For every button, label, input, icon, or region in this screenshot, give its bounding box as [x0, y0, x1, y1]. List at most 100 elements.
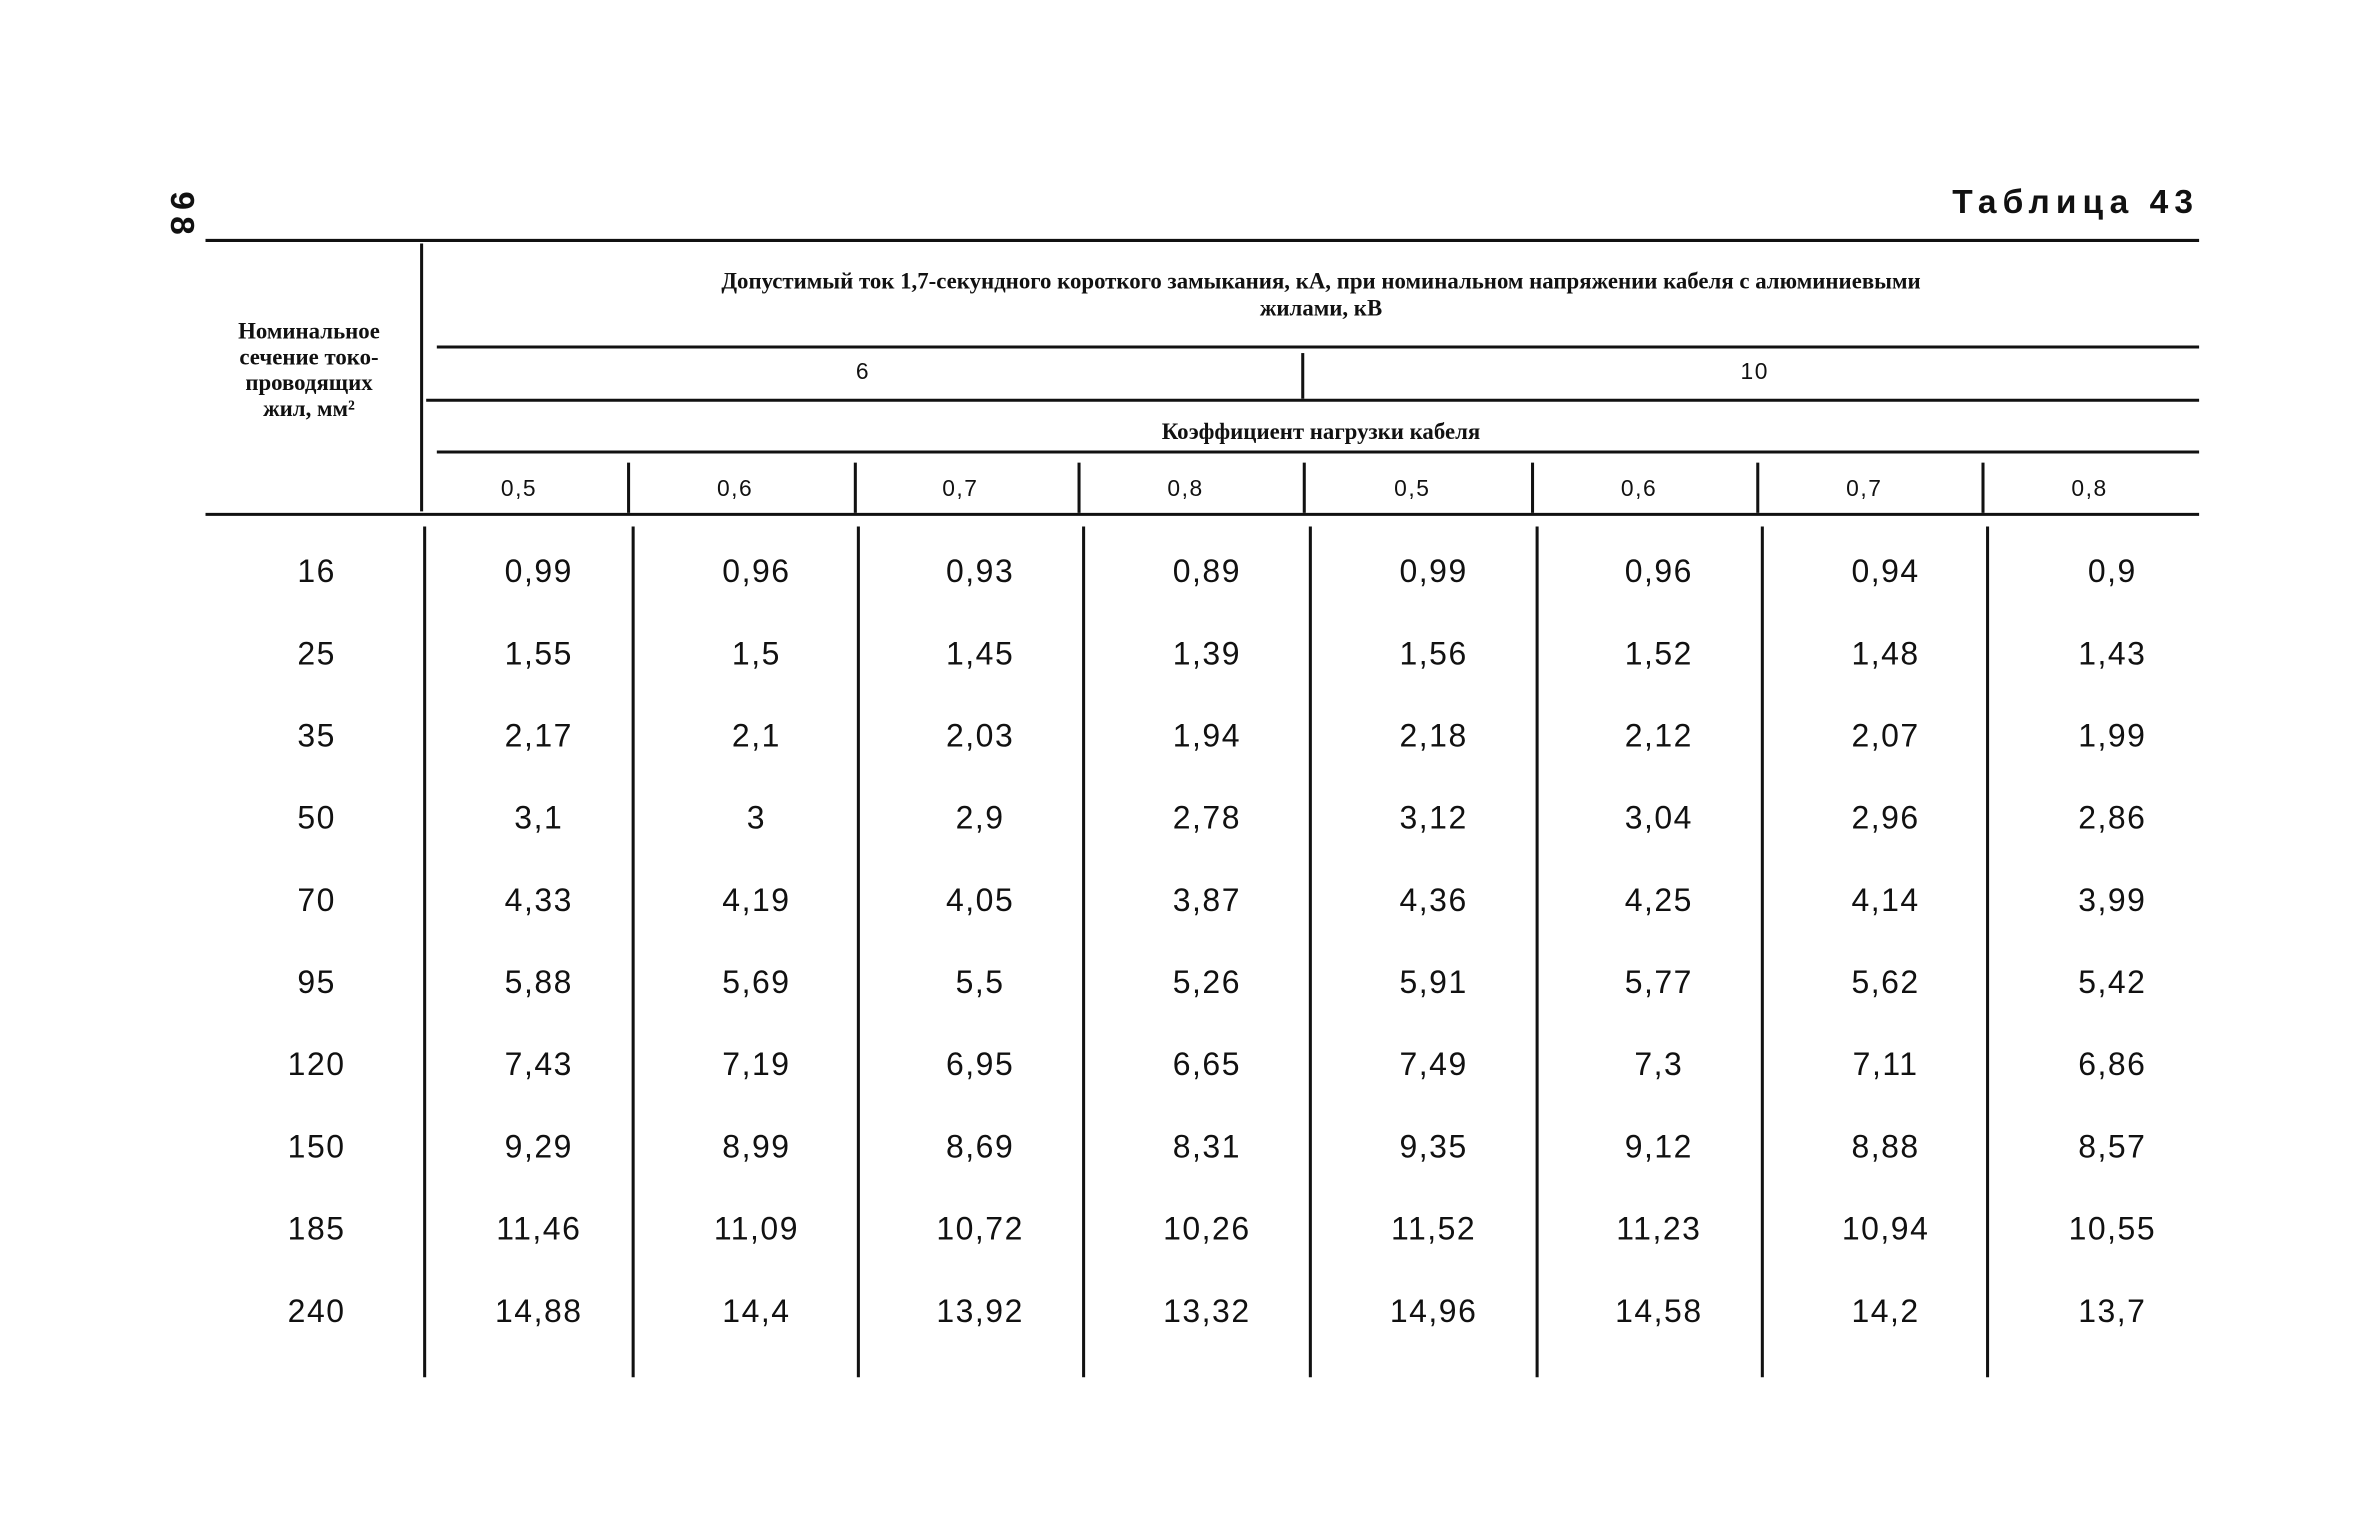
cell-value: 0,99: [505, 553, 573, 589]
cell-value: 5,26: [1173, 964, 1241, 1000]
cell-value: 5,62: [1851, 964, 1919, 1000]
cell-value: 14,2: [1851, 1293, 1919, 1329]
cell-value: 3,04: [1625, 800, 1693, 836]
cell-value: 2,86: [2078, 800, 2146, 836]
cell-value: 11,46: [496, 1211, 581, 1247]
cell-value: 13,92: [936, 1293, 1024, 1329]
cell-value: 1,56: [1399, 635, 1467, 671]
row-header: Номинальное: [238, 319, 380, 344]
cell-value: 13,7: [2078, 1293, 2146, 1329]
cell-value: 3,99: [2078, 882, 2146, 918]
cell-value: 1,55: [505, 635, 573, 671]
row-label: 50: [297, 800, 336, 836]
cell-value: 9,35: [1399, 1128, 1467, 1164]
cell-value: 5,88: [505, 964, 573, 1000]
cell-value: 5,77: [1625, 964, 1693, 1000]
coefficient: 0,5: [501, 475, 537, 501]
cell-value: 14,88: [495, 1293, 583, 1329]
cell-value: 2,9: [956, 800, 1005, 836]
row-label: 150: [288, 1128, 346, 1164]
cell-value: 10,72: [936, 1211, 1024, 1247]
coefficient: 0,7: [1846, 475, 1882, 501]
cell-value: 11,09: [714, 1211, 799, 1247]
page-number: 98: [163, 191, 200, 240]
cell-value: 14,4: [722, 1293, 790, 1329]
cell-value: 4,14: [1851, 882, 1919, 918]
cell-value: 1,43: [2078, 635, 2146, 671]
row-header: сечение токо-: [239, 344, 378, 369]
cell-value: 2,78: [1173, 800, 1241, 836]
cell-value: 0,94: [1851, 553, 1919, 589]
cell-value: 8,88: [1851, 1128, 1919, 1164]
cell-value: 2,12: [1625, 718, 1693, 754]
cell-value: 2,18: [1399, 718, 1467, 754]
cell-value: 1,5: [732, 635, 781, 671]
cell-value: 8,31: [1173, 1128, 1241, 1164]
coefficient: 0,8: [2071, 475, 2107, 501]
cell-value: 3,87: [1173, 882, 1241, 918]
coefficient: 0,5: [1394, 475, 1430, 501]
row-label: 240: [288, 1293, 346, 1329]
row-label: 70: [297, 882, 336, 918]
table-title: Таблица 43: [1952, 184, 2199, 221]
cell-value: 7,11: [1853, 1046, 1919, 1082]
row-label: 185: [288, 1211, 346, 1247]
row-label: 35: [297, 718, 336, 754]
row-header: проводящих: [245, 370, 373, 395]
cell-value: 13,32: [1163, 1293, 1251, 1329]
cell-value: 11,23: [1616, 1211, 1701, 1247]
cell-value: 1,52: [1625, 635, 1693, 671]
group-header: жилами, кВ: [1260, 296, 1382, 321]
cell-value: 14,96: [1390, 1293, 1478, 1329]
cell-value: 7,3: [1634, 1046, 1683, 1082]
cell-value: 14,58: [1615, 1293, 1703, 1329]
voltage: 6: [856, 358, 870, 384]
coefficient: 0,6: [1621, 475, 1657, 501]
row-label: 16: [297, 553, 336, 589]
cell-value: 1,39: [1173, 635, 1241, 671]
cell-value: 0,96: [1625, 553, 1693, 589]
cell-value: 10,26: [1163, 1211, 1251, 1247]
cell-value: 11,52: [1391, 1211, 1476, 1247]
cell-value: 4,33: [505, 882, 573, 918]
cell-value: 0,93: [946, 553, 1014, 589]
row-label: 25: [297, 635, 336, 671]
cell-value: 1,45: [946, 635, 1014, 671]
cell-value: 2,03: [946, 718, 1014, 754]
cell-value: 0,89: [1173, 553, 1241, 589]
cell-value: 5,91: [1399, 964, 1467, 1000]
cell-value: 8,57: [2078, 1128, 2146, 1164]
cell-value: 7,43: [505, 1046, 573, 1082]
cell-value: 1,48: [1851, 635, 1919, 671]
cell-value: 10,94: [1842, 1211, 1930, 1247]
cell-value: 1,99: [2078, 718, 2146, 754]
cell-value: 4,05: [946, 882, 1014, 918]
cell-value: 8,99: [722, 1128, 790, 1164]
cell-value: 2,07: [1851, 718, 1919, 754]
cell-value: 6,65: [1173, 1046, 1241, 1082]
cell-value: 6,95: [946, 1046, 1014, 1082]
cell-value: 8,69: [946, 1128, 1014, 1164]
cell-value: 3,1: [514, 800, 563, 836]
row-label: 95: [297, 964, 336, 1000]
coefficient: 0,8: [1167, 475, 1203, 501]
cell-value: 7,49: [1399, 1046, 1467, 1082]
cell-value: 4,19: [722, 882, 790, 918]
cell-value: 10,55: [2069, 1211, 2157, 1247]
cell-value: 3: [747, 800, 766, 836]
coefficient: 0,7: [942, 475, 978, 501]
group-header: Допустимый ток 1,7-секундного короткого …: [721, 268, 1920, 293]
cell-value: 3,12: [1399, 800, 1467, 836]
row-label: 120: [288, 1046, 346, 1082]
cell-value: 4,25: [1625, 882, 1693, 918]
cell-value: 2,96: [1851, 800, 1919, 836]
cell-value: 2,17: [505, 718, 573, 754]
cell-value: 9,29: [505, 1128, 573, 1164]
coefficient: 0,6: [717, 475, 753, 501]
cell-value: 5,42: [2078, 964, 2146, 1000]
cell-value: 1,94: [1173, 718, 1241, 754]
load-header: Коэффициент нагрузки кабеля: [1162, 419, 1480, 444]
cell-value: 0,96: [722, 553, 790, 589]
cell-value: 5,5: [956, 964, 1005, 1000]
